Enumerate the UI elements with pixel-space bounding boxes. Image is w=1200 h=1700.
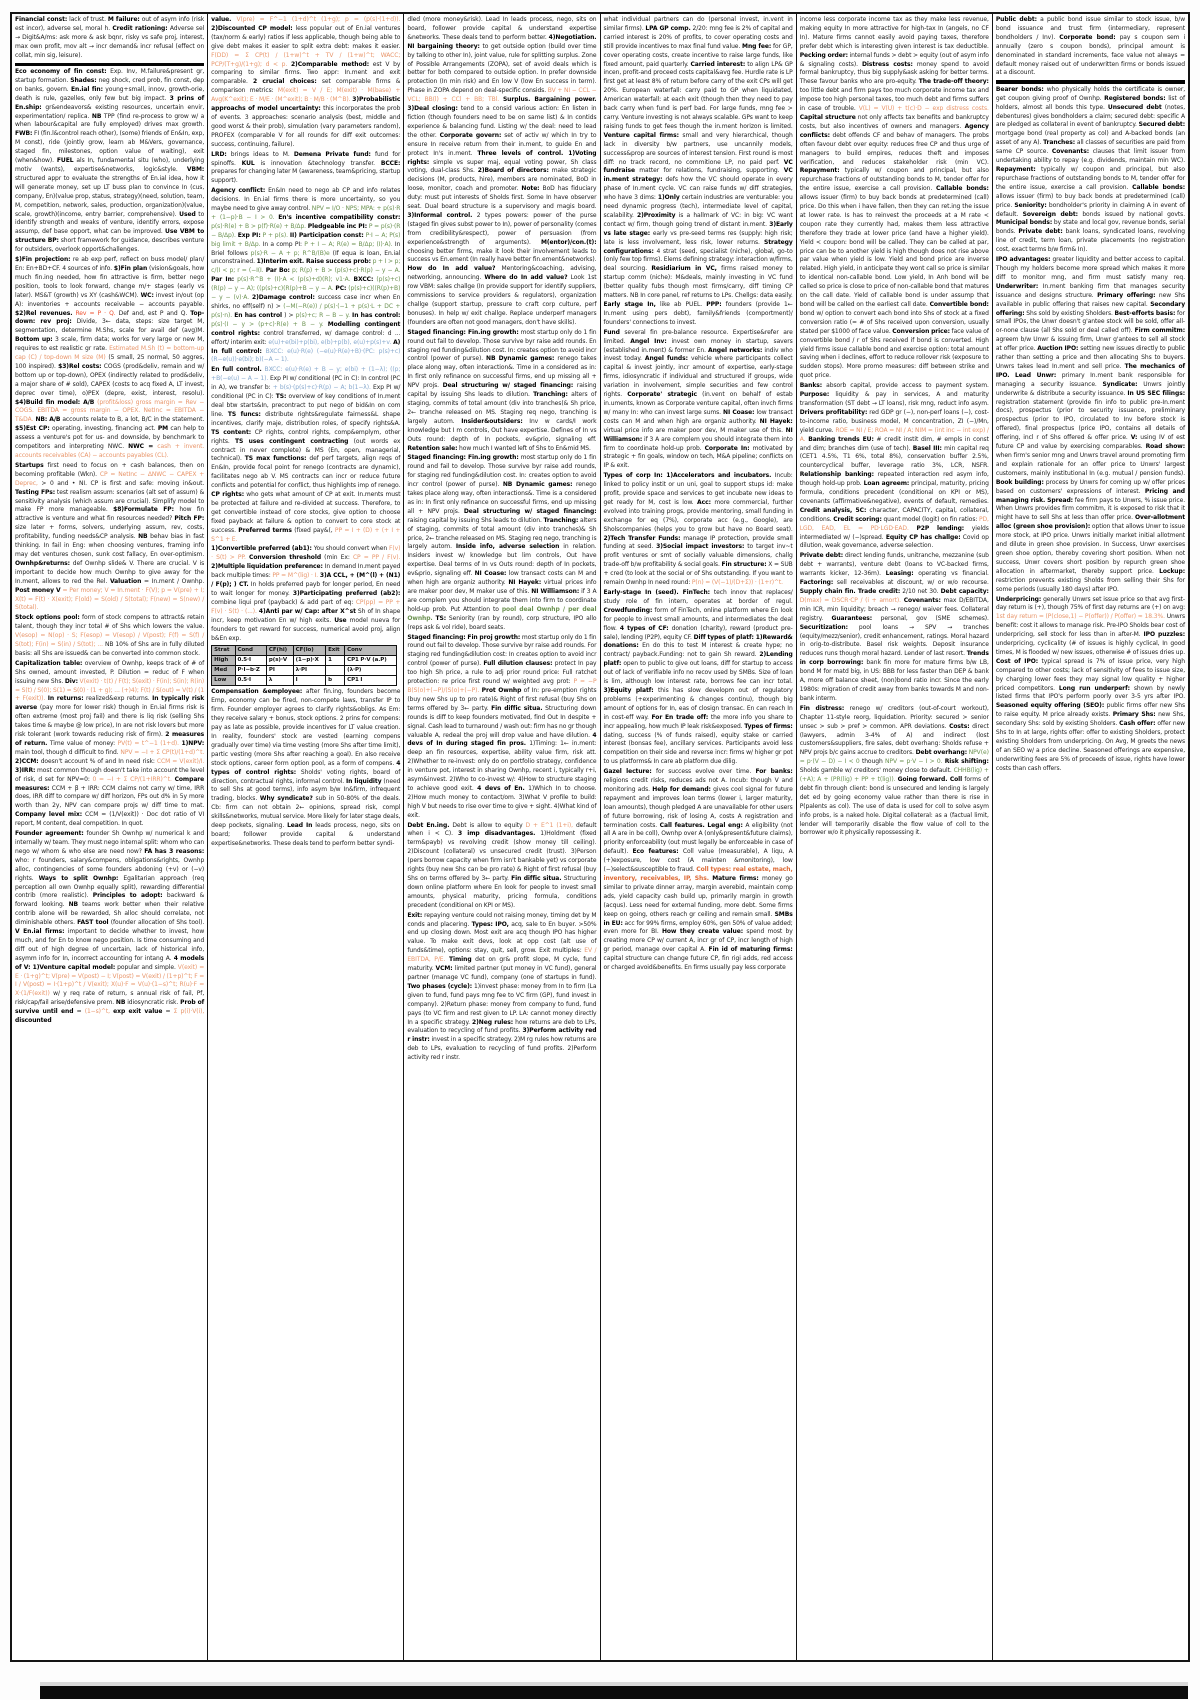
text-block: Stock options pool: form of stock compen… xyxy=(15,614,205,657)
text-block: 1)Convertible preferred (ab1): You shoul… xyxy=(211,545,401,642)
column-3: dled (more money&risk). Lead In leads pr… xyxy=(404,14,601,1660)
text-block: Eco economy of fin const: Exp. Inv, M.fa… xyxy=(15,68,205,254)
text-block: $)Fin projection: re ab exp perf, reflec… xyxy=(15,256,205,459)
text-block: what individual partners can do (persona… xyxy=(603,16,793,326)
text-block: Debt En.ing. Debt is allow to equity D +… xyxy=(407,821,597,909)
bottom-bar-shadow xyxy=(40,1682,1188,1686)
table-cell: λ xyxy=(265,675,294,687)
text-block: Types of corp In: 1)Accelerators and inc… xyxy=(603,472,793,587)
table-cell: CP1 I xyxy=(344,675,397,687)
table-cell: 0.5·I xyxy=(234,655,267,667)
bottom-black-bar xyxy=(40,1686,1188,1699)
table-cell: 1 xyxy=(325,655,346,667)
column-6: Public debt: a public bond issue similar… xyxy=(993,14,1188,1660)
table-cell: p(s)·V xyxy=(265,655,294,667)
table-row-label: Low xyxy=(211,675,236,687)
text-block: IPO advantages: greater liquidity and be… xyxy=(995,256,1186,593)
table-cell: b xyxy=(325,675,346,687)
text-block: Fin distress: renego w/ creditors (out-o… xyxy=(799,704,989,837)
text-block: dled (more money&risk). Lead In leads pr… xyxy=(407,16,597,326)
table-header-cell: Exit xyxy=(325,645,346,657)
column-5: income less corporate income tax as they… xyxy=(797,14,993,1660)
text-block: Underpricing: generally Unwrs set issue … xyxy=(995,595,1186,772)
table-cell: (λ·P) xyxy=(344,665,397,677)
table-cell: λ·PI xyxy=(292,665,327,677)
table-header-cell: CF(lo) xyxy=(292,645,327,657)
table-header-cell: Cond xyxy=(234,645,267,657)
text-block: Private debt: direct lending funds, unit… xyxy=(799,552,989,702)
text-block: LRD: brings ideas to M. Demena Private f… xyxy=(211,150,401,185)
text-block: Exit: repaying venture could not raising… xyxy=(407,911,597,1062)
text-block: income less corporate income tax as they… xyxy=(799,16,989,380)
table-row-label: High xyxy=(211,655,236,667)
text-block: Agency conflict: En&In need to nego ab C… xyxy=(211,187,401,364)
highlight-bar xyxy=(15,62,205,67)
text-block: Banks: absorb capital, provide access to… xyxy=(799,382,989,550)
strategy-payoff-table: Strat Cond CF(hi) CF(lo) Exit Conv High 0.5·I p(… xyxy=(211,645,397,687)
text-block: Financial const: lack of trust. M failur… xyxy=(15,16,205,59)
column-4: what individual partners can do (persona… xyxy=(601,14,797,1660)
table-cell: PI xyxy=(265,665,294,677)
text-block: Startups first need to focus on + cash b… xyxy=(15,461,205,612)
text-block: Public debt: a public bond issue similar… xyxy=(995,16,1186,77)
text-block: Fund several fin pre-balance resource. E… xyxy=(603,328,793,470)
table-header-cell: Strat xyxy=(211,645,236,657)
text-block: Capitalization table: overview of Ownhp,… xyxy=(15,659,205,828)
text-block: Compensation &employee: after fin.ing, f… xyxy=(211,688,401,847)
text-block: En full control. BXCC: e(u)·R(e) + B − y… xyxy=(211,366,401,543)
text-block: Founder agreement: founder Sh Ownhp w/ n… xyxy=(15,830,205,1025)
table-cell: 0.5·I xyxy=(234,675,267,687)
text-block: Early-stage In (seed). FinTech: tech inn… xyxy=(603,589,793,766)
text-block: Gazel lecture: for success evolve over t… xyxy=(603,768,793,972)
highlight-bar xyxy=(995,80,1186,84)
table-cell: I xyxy=(292,675,327,687)
table-header-cell: Conv xyxy=(344,645,397,657)
table-row: High 0.5·I p(s)·V (1−p)·X 1 CP1 P·V (a.P) xyxy=(211,655,397,667)
text-block: Bearer bonds: who physically holds the c… xyxy=(995,85,1186,254)
cheat-sheet-grid: Financial const: lack of trust. M failur… xyxy=(10,12,1190,1662)
table-cell: P·I−b·Z xyxy=(234,665,267,677)
column-2: value. V(pre) = F^−1 (1+d)^t (1+g); p = … xyxy=(208,14,405,1660)
table-row: Med P·I−b·Z PI λ·PI (λ·P) xyxy=(211,665,397,677)
table-cell: CP1 P·V (a.P) xyxy=(344,655,397,667)
table-cell: (1−p)·X xyxy=(292,655,327,667)
text-block: Staged financing: Fin.ing growth: most s… xyxy=(407,454,597,631)
text-block: value. V(pre) = F^−1 (1+d)^t (1+g); p = … xyxy=(211,16,401,148)
table-cell xyxy=(325,665,346,677)
text-block: Staged financing: Fin proj growth: most … xyxy=(407,633,597,819)
table-header-cell: CF(hi) xyxy=(265,645,294,657)
text-block: Staged financing: Fin.ing growth: most s… xyxy=(407,328,597,452)
column-1: Financial const: lack of trust. M failur… xyxy=(12,14,209,1660)
table-row-label: Med xyxy=(211,665,236,677)
